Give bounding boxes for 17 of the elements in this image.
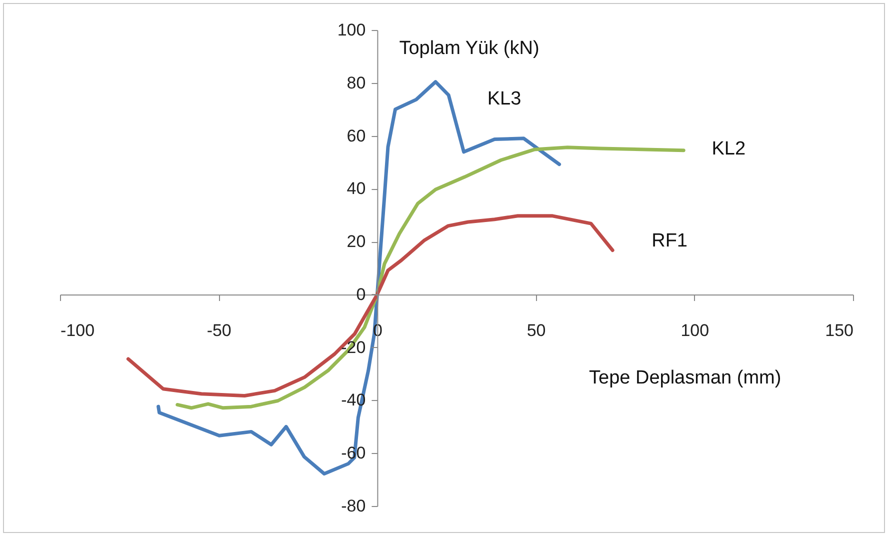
y-tick-label: 60 (346, 126, 366, 146)
x-axis-title: Tepe Deplasman (mm) (589, 367, 782, 388)
y-axis-title: Toplam Yük (kN) (399, 38, 540, 59)
text: RF1 (652, 230, 688, 252)
x-tick-label: -50 (206, 320, 232, 340)
x-tick-label: -100 (60, 320, 95, 340)
x-tick-label: 150 (825, 320, 854, 340)
y-tick-label: 20 (346, 232, 366, 252)
y-tick-label: 0 (356, 284, 366, 304)
y-tick-label: -80 (341, 496, 366, 516)
y-tick-label: 80 (346, 73, 366, 92)
series-label: KL3 (487, 88, 522, 110)
x-tick-label: 100 (680, 320, 710, 340)
y-tick-label: 40 (346, 179, 366, 198)
series-label: KL2 (712, 138, 746, 160)
y-tick-label: 100 (337, 20, 366, 40)
x-tick-label: 50 (526, 320, 546, 340)
